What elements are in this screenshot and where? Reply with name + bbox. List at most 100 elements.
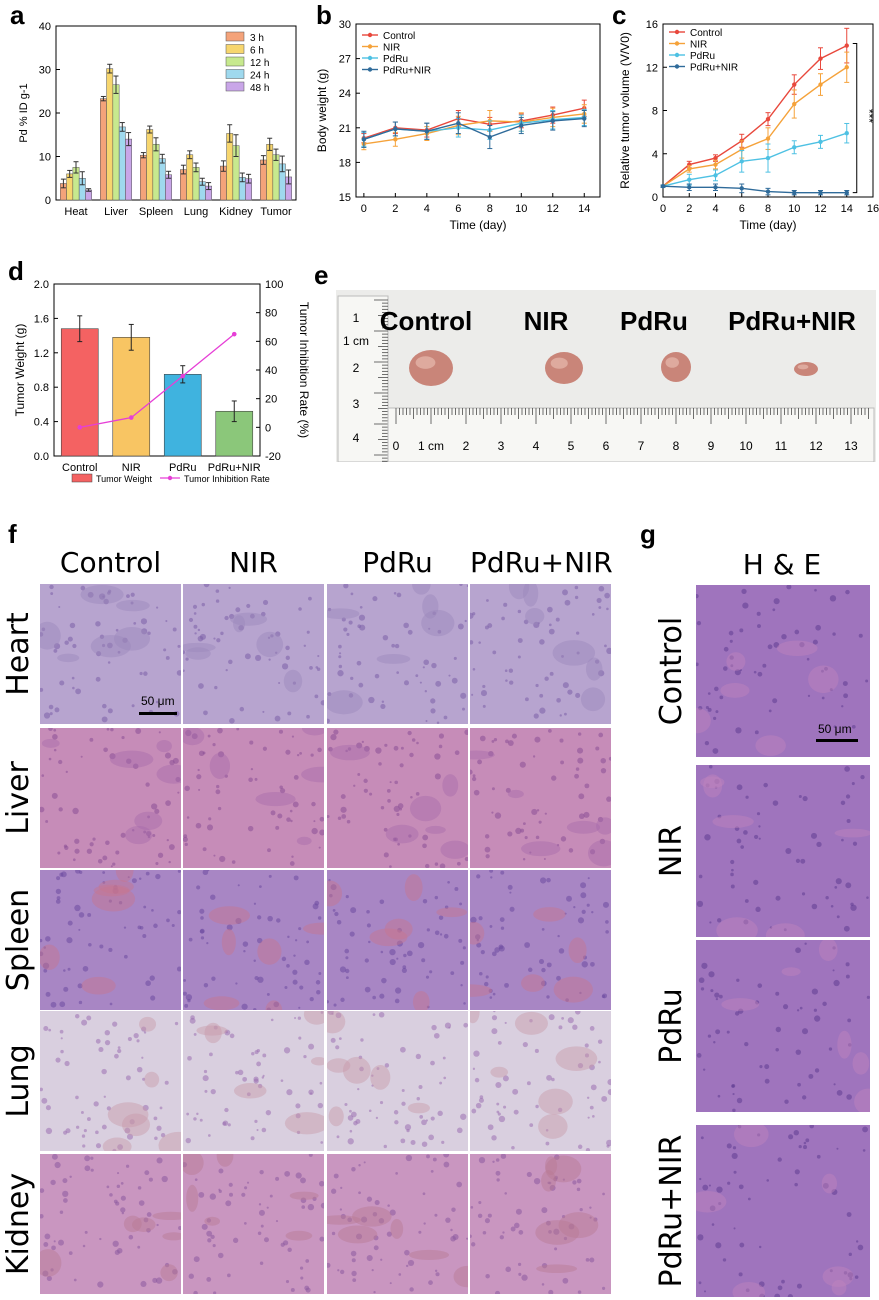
legend-marker-b [367,44,373,49]
histology-column-header: Control [59,546,162,579]
bar-d [112,337,151,457]
histology-image-tile [183,1154,324,1294]
tumor-specimen [794,362,818,376]
data-point-c [792,145,797,150]
horizontal-ruler-label: 1 cm [418,439,444,453]
ylabel-b: Body weight (g) [315,69,329,152]
ytick-right-label-d: -20 [265,451,281,463]
bar-a [100,98,107,201]
data-point-c [713,155,718,161]
xtick-label-b: 6 [455,203,461,215]
legend-marker-d [167,475,173,481]
data-point-b [456,120,461,126]
tumor-he-image-tile [696,1125,870,1297]
tumor-specimen-highlight [797,364,809,370]
histology-row-header: Lung [1,1044,36,1118]
vertical-ruler-label: 2 [353,361,360,375]
ylabel-right-d: Tumor Inhibition Rate (%) [297,302,311,438]
xtick-label-c: 16 [867,203,879,215]
xtick-label-b: 2 [392,203,398,215]
histology-image-tile [470,584,611,724]
data-point-b [361,137,367,142]
horizontal-ruler-label: 12 [809,439,823,453]
histology-column-header: PdRu+NIR [470,546,613,579]
ytick-label-a: 0 [45,195,51,207]
vertical-ruler-label: 4 [353,431,360,445]
xlabel-b: Time (day) [450,218,507,232]
panel-label-g: g [640,519,656,549]
bar-a [260,159,267,201]
horizontal-ruler [387,407,875,462]
histology-image-tile [40,1154,181,1294]
histology-row-header: Heart [1,612,36,696]
scale-bar [139,712,177,715]
panel-label-f: f [8,519,17,549]
horizontal-ruler-label: 0 [393,439,400,453]
ytick-label-a: 40 [39,21,51,33]
tumor-group-label: PdRu+NIR [728,306,856,336]
legend-label-c: NIR [690,40,707,51]
inhibition-point [77,425,83,430]
data-point-b [424,129,430,134]
ylabel-d: Tumor Weight (g) [13,324,27,417]
series-line-c [662,185,847,194]
he-title: H & E [742,548,822,581]
scale-bar-label: 50 μm [818,722,852,736]
series-line-b [363,107,585,139]
horizontal-ruler-label: 7 [638,439,645,453]
scale-bar-label: 50 μm [141,694,175,708]
histology-image-tile [327,870,468,1010]
xtick-label-b: 12 [547,203,559,215]
xtick-label-d: PdRu+NIR [208,462,261,474]
panel-label-e: e [314,260,329,290]
he-row-header: PdRu+NIR [654,1134,689,1288]
legend-label-a: 24 h [250,71,269,82]
legend-swatch-a [225,69,245,79]
legend-label-b: PdRu [383,54,408,65]
bar-a [140,154,147,201]
legend-marker-b [367,55,373,61]
histology-image-tile [470,1154,611,1294]
data-point-c [660,183,666,189]
legend-marker-b [367,32,373,38]
histology-image-tile [183,584,324,724]
horizontal-ruler-label: 10 [739,439,753,453]
significance-bracket [852,42,858,194]
ytick-label-c: 16 [646,19,658,31]
data-point-c [739,159,744,164]
scale-bar [816,739,858,742]
ytick-label-b: 21 [339,123,351,135]
tumor-group-label: PdRu [620,306,688,336]
ytick-right-label-d: 60 [265,336,277,348]
he-row-header: NIR [654,824,689,878]
data-point-b [487,134,493,140]
ytick-label-d: 1.6 [34,313,49,325]
histology-image-tile [327,1011,468,1151]
legend-swatch-a [225,81,245,92]
xtick-label-d: PdRu [169,462,197,474]
series-line-c [662,132,847,187]
horizontal-ruler-label: 9 [708,439,715,453]
chart-c-tumor-volume: 0 2 4 6 8 10 12 14 16 0 4 8 12 16 Time (day) Relative t… [618,19,879,232]
chart-a-biodistribution: 0 10 20 30 40 Pd % ID g-1 Heat Liver Spleen Lung K… [18,21,297,218]
significance-marker: *** [862,109,876,123]
panel-label-a: a [10,0,25,30]
data-point-c [765,136,771,141]
data-point-c [818,56,823,61]
bar-a [158,158,166,201]
legend-swatch-d [71,473,93,483]
panel-label-c: c [612,0,627,30]
bar-d [163,374,202,457]
xtick-label-c: 4 [712,203,718,215]
data-point-c [792,101,797,107]
ytick-label-d: 1.2 [34,348,49,360]
ytick-right-label-d: 80 [265,308,277,320]
data-point-c [844,43,849,48]
xtick-label-b: 8 [487,203,493,215]
horizontal-ruler-label: 5 [568,439,575,453]
tumor-group-label: NIR [524,306,569,336]
vertical-ruler-label: 3 [353,397,360,411]
he-row-header: Control [654,616,689,726]
xtick-label-d: NIR [122,462,141,474]
